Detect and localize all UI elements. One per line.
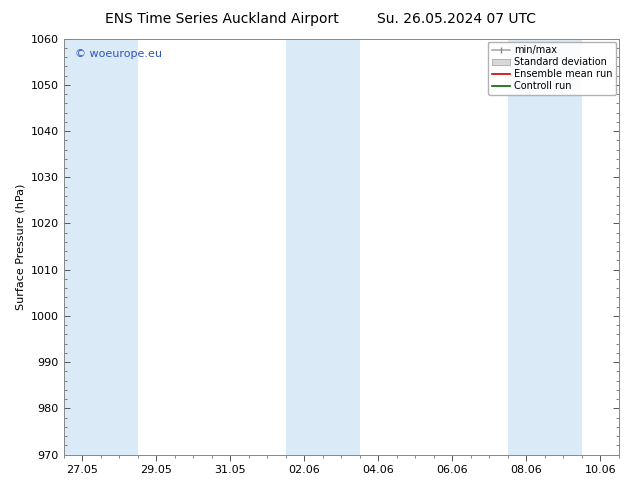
- Y-axis label: Surface Pressure (hPa): Surface Pressure (hPa): [15, 183, 25, 310]
- Text: ENS Time Series Auckland Airport: ENS Time Series Auckland Airport: [105, 12, 339, 26]
- Text: © woeurope.eu: © woeurope.eu: [75, 49, 162, 59]
- Legend: min/max, Standard deviation, Ensemble mean run, Controll run: min/max, Standard deviation, Ensemble me…: [488, 42, 616, 95]
- Bar: [286, 39, 359, 455]
- Bar: [508, 39, 582, 455]
- Bar: [63, 39, 138, 455]
- Text: Su. 26.05.2024 07 UTC: Su. 26.05.2024 07 UTC: [377, 12, 536, 26]
